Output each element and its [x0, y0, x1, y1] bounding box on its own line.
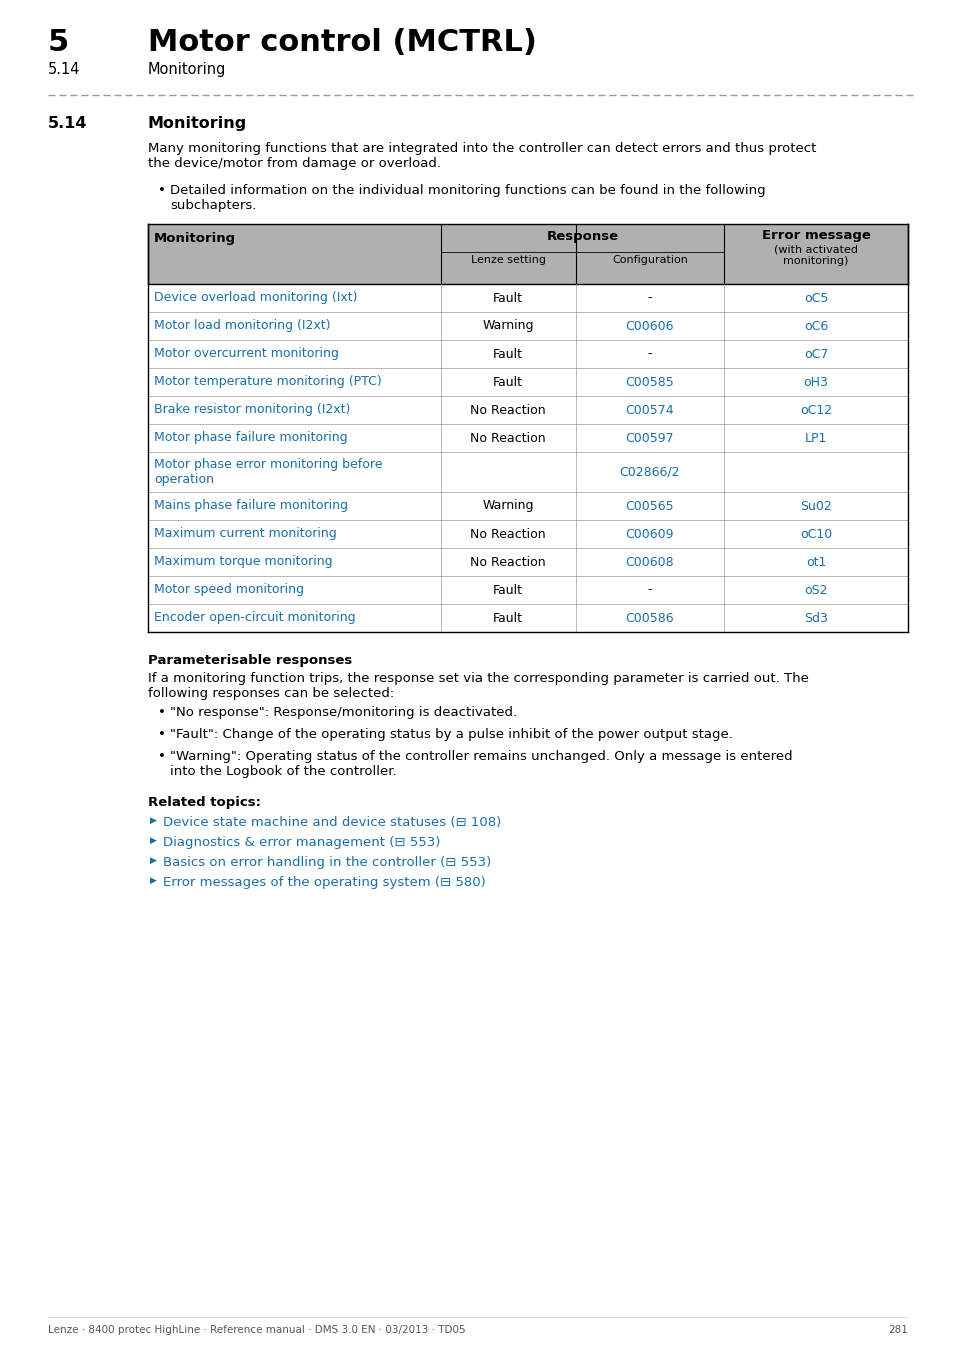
Text: No Reaction: No Reaction: [470, 432, 545, 444]
Text: Monitoring: Monitoring: [153, 232, 236, 244]
Text: Response: Response: [546, 230, 618, 243]
Text: Many monitoring functions that are integrated into the controller can detect err: Many monitoring functions that are integ…: [148, 142, 816, 170]
Text: Monitoring: Monitoring: [148, 62, 226, 77]
Text: Detailed information on the individual monitoring functions can be found in the : Detailed information on the individual m…: [170, 184, 765, 212]
Text: Sd3: Sd3: [803, 612, 827, 625]
Text: Parameterisable responses: Parameterisable responses: [148, 653, 352, 667]
Bar: [148, 548, 907, 576]
Bar: [148, 340, 907, 369]
Text: oC5: oC5: [803, 292, 827, 305]
Text: Brake resistor monitoring (I2xt): Brake resistor monitoring (I2xt): [153, 404, 350, 417]
Text: Mains phase failure monitoring: Mains phase failure monitoring: [153, 500, 348, 513]
Text: "Warning": Operating status of the controller remains unchanged. Only a message : "Warning": Operating status of the contr…: [170, 751, 792, 778]
Text: Maximum current monitoring: Maximum current monitoring: [153, 528, 336, 540]
Text: ot1: ot1: [805, 555, 825, 568]
Bar: [148, 576, 907, 603]
Text: Su02: Su02: [800, 500, 831, 513]
Bar: [148, 396, 907, 424]
Text: •: •: [158, 184, 166, 197]
Text: -: -: [647, 292, 652, 305]
Text: Fault: Fault: [493, 612, 522, 625]
Text: Fault: Fault: [493, 583, 522, 597]
Text: oS2: oS2: [803, 583, 827, 597]
Text: oC10: oC10: [799, 528, 831, 540]
Text: -: -: [647, 583, 652, 597]
Text: C00606: C00606: [625, 320, 674, 332]
Text: C00597: C00597: [625, 432, 674, 444]
Text: Motor overcurrent monitoring: Motor overcurrent monitoring: [153, 347, 338, 360]
Text: oC12: oC12: [800, 404, 831, 417]
Text: Warning: Warning: [482, 500, 534, 513]
Text: ▶: ▶: [150, 856, 156, 865]
Text: ▶: ▶: [150, 836, 156, 845]
Bar: [148, 603, 907, 632]
Text: C02866/2: C02866/2: [619, 466, 679, 478]
Text: ▶: ▶: [150, 815, 156, 825]
Text: C00608: C00608: [625, 555, 674, 568]
Text: Encoder open-circuit monitoring: Encoder open-circuit monitoring: [153, 612, 355, 625]
Text: -: -: [647, 347, 652, 360]
Text: Configuration: Configuration: [612, 255, 687, 265]
Text: Monitoring: Monitoring: [148, 116, 247, 131]
Text: C00586: C00586: [625, 612, 674, 625]
Text: •: •: [158, 751, 166, 763]
Text: Motor load monitoring (I2xt): Motor load monitoring (I2xt): [153, 320, 330, 332]
Text: Motor phase error monitoring before
operation: Motor phase error monitoring before oper…: [153, 458, 382, 486]
Text: Motor temperature monitoring (PTC): Motor temperature monitoring (PTC): [153, 375, 381, 389]
Text: "No response": Response/monitoring is deactivated.: "No response": Response/monitoring is de…: [170, 706, 517, 720]
Text: Maximum torque monitoring: Maximum torque monitoring: [153, 555, 333, 568]
Bar: [148, 491, 907, 520]
Text: •: •: [158, 728, 166, 741]
Text: LP1: LP1: [804, 432, 826, 444]
Text: Basics on error handling in the controller (⊟ 553): Basics on error handling in the controll…: [163, 856, 491, 869]
Text: Related topics:: Related topics:: [148, 796, 261, 809]
Text: Diagnostics & error management (⊟ 553): Diagnostics & error management (⊟ 553): [163, 836, 440, 849]
Text: Device state machine and device statuses (⊟ 108): Device state machine and device statuses…: [163, 815, 500, 829]
Text: Fault: Fault: [493, 292, 522, 305]
Bar: [148, 224, 907, 284]
Text: 5.14: 5.14: [48, 116, 88, 131]
Text: Warning: Warning: [482, 320, 534, 332]
Bar: [148, 520, 907, 548]
Text: "Fault": Change of the operating status by a pulse inhibit of the power output s: "Fault": Change of the operating status …: [170, 728, 732, 741]
Text: 281: 281: [887, 1324, 907, 1335]
Text: Motor phase failure monitoring: Motor phase failure monitoring: [153, 432, 347, 444]
Text: oC7: oC7: [803, 347, 827, 360]
Text: C00574: C00574: [625, 404, 674, 417]
Text: monitoring): monitoring): [782, 256, 848, 266]
Text: C00585: C00585: [625, 375, 674, 389]
Text: Fault: Fault: [493, 347, 522, 360]
Text: No Reaction: No Reaction: [470, 555, 545, 568]
Text: Lenze setting: Lenze setting: [470, 255, 545, 265]
Text: If a monitoring function trips, the response set via the corresponding parameter: If a monitoring function trips, the resp…: [148, 672, 808, 701]
Text: •: •: [158, 706, 166, 720]
Text: Device overload monitoring (Ixt): Device overload monitoring (Ixt): [153, 292, 357, 305]
Text: Fault: Fault: [493, 375, 522, 389]
Text: ▶: ▶: [150, 876, 156, 886]
Bar: [148, 369, 907, 396]
Text: Error messages of the operating system (⊟ 580): Error messages of the operating system (…: [163, 876, 485, 890]
Bar: [148, 284, 907, 312]
Text: No Reaction: No Reaction: [470, 528, 545, 540]
Bar: [148, 452, 907, 491]
Text: Motor speed monitoring: Motor speed monitoring: [153, 583, 304, 597]
Text: oH3: oH3: [802, 375, 827, 389]
Text: (with activated: (with activated: [773, 244, 857, 254]
Text: oC6: oC6: [803, 320, 827, 332]
Text: C00609: C00609: [625, 528, 674, 540]
Text: 5.14: 5.14: [48, 62, 80, 77]
Text: Motor control (MCTRL): Motor control (MCTRL): [148, 28, 537, 57]
Text: Lenze · 8400 protec HighLine · Reference manual · DMS 3.0 EN · 03/2013 · TD05: Lenze · 8400 protec HighLine · Reference…: [48, 1324, 465, 1335]
Bar: [148, 312, 907, 340]
Text: No Reaction: No Reaction: [470, 404, 545, 417]
Text: 5: 5: [48, 28, 70, 57]
Text: Error message: Error message: [760, 230, 869, 242]
Bar: [148, 424, 907, 452]
Text: C00565: C00565: [625, 500, 674, 513]
